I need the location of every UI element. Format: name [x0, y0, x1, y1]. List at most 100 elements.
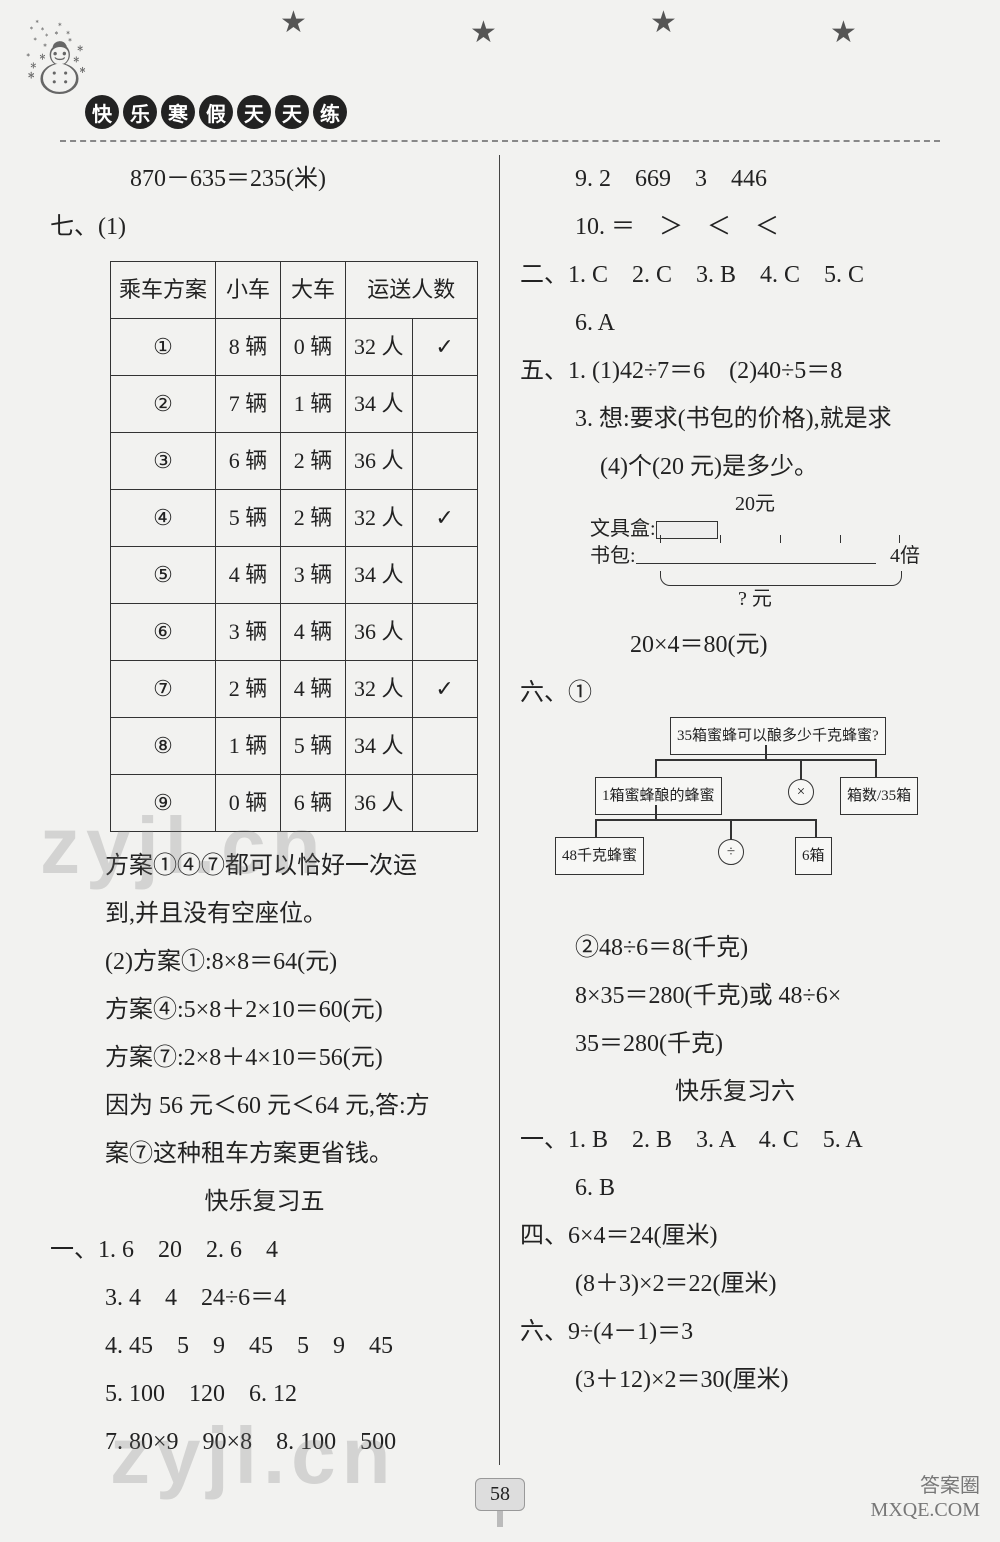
star-icon: ★	[830, 15, 857, 50]
flow-line	[765, 745, 767, 759]
answer-line: 4. 45 5 9 45 5 9 45	[50, 1322, 479, 1370]
page-number-badge: 58	[0, 1478, 1000, 1532]
answer-line: 7. 80×9 90×8 8. 100 500	[50, 1418, 479, 1466]
table-row: ⑨0 辆6 辆36 人	[111, 775, 478, 832]
flow-node: 48千克蜂蜜	[555, 837, 644, 875]
check-icon	[412, 775, 477, 832]
divider	[60, 140, 940, 142]
answer-line: 10. ＝ ＞ ＜ ＜	[520, 203, 950, 251]
cell: 5 辆	[216, 490, 281, 547]
title-char: 乐	[123, 95, 157, 129]
body-text: 到,并且没有空座位。	[50, 890, 479, 938]
snowman-icon: ☃	[20, 20, 92, 114]
cell: ⑥	[111, 604, 216, 661]
diagram-label: 4倍	[890, 543, 920, 569]
cell: 32 人	[346, 661, 413, 718]
cell: 4 辆	[281, 604, 346, 661]
page-header: ★ ★ ★ ★ ☃ 快 乐 寒 假 天 天 练	[0, 0, 1000, 140]
flow-line	[655, 759, 877, 761]
flow-node: 箱数/35箱	[840, 777, 918, 815]
cell: 0 辆	[216, 775, 281, 832]
check-icon: ✓	[412, 490, 477, 547]
answer-line: 一、1. 6 20 2. 6 4	[50, 1226, 479, 1274]
flow-line	[875, 759, 877, 777]
cell: 36 人	[346, 775, 413, 832]
table-header: 运送人数	[346, 262, 478, 319]
diagram-label: 20元	[590, 491, 920, 517]
brace-icon	[660, 571, 902, 586]
star-icon: ★	[470, 15, 497, 50]
flow-line	[595, 819, 817, 821]
line-icon	[636, 563, 876, 564]
diagram-text: 文具盒:	[590, 518, 656, 540]
flow-diagram: 35箱蜜蜂可以酿多少千克蜂蜜? 1箱蜜蜂酿的蜂蜜 × 箱数/35箱 48千克蜂蜜…	[540, 717, 940, 907]
section-heading: 快乐复习六	[520, 1068, 950, 1116]
body-text: (2)方案①:8×8＝64(元)	[50, 938, 479, 986]
star-icon: ★	[280, 5, 307, 40]
bar-diagram: 20元 文具盒: 书包: 4倍 ? 元	[590, 491, 920, 621]
title-char: 快	[85, 95, 119, 129]
cell: 8 辆	[216, 319, 281, 376]
cell: 2 辆	[281, 490, 346, 547]
flow-node: 35箱蜜蜂可以酿多少千克蜂蜜?	[670, 717, 886, 755]
cell: 7 辆	[216, 376, 281, 433]
cell: ②	[111, 376, 216, 433]
check-icon	[412, 604, 477, 661]
check-icon	[412, 547, 477, 604]
answer-line: 6. A	[520, 299, 950, 347]
cell: 32 人	[346, 490, 413, 547]
answer-line: 3. 想:要求(书包的价格),就是求	[520, 395, 950, 443]
cell: 32 人	[346, 319, 413, 376]
check-icon: ✓	[412, 661, 477, 718]
diagram-text: 书包:	[590, 545, 636, 567]
cell: 4 辆	[216, 547, 281, 604]
answer-line: (3＋12)×2＝30(厘米)	[520, 1356, 950, 1404]
table-row: ⑧1 辆5 辆34 人	[111, 718, 478, 775]
answer-line: ②48÷6＝8(千克)	[520, 924, 950, 972]
flow-line	[655, 759, 657, 777]
cell: ⑧	[111, 718, 216, 775]
footer-brand: 答案圈 MXQE.COM	[871, 1474, 980, 1522]
cell: 5 辆	[281, 718, 346, 775]
cell: 36 人	[346, 604, 413, 661]
section-label: 七、(1)	[50, 203, 479, 251]
cell: 6 辆	[281, 775, 346, 832]
answer-line: 五、1. (1)42÷7＝6 (2)40÷5＝8	[520, 347, 950, 395]
table-row: ③6 辆2 辆36 人	[111, 433, 478, 490]
body-text: 方案④:5×8＋2×10＝60(元)	[50, 986, 479, 1034]
table-row: ④5 辆2 辆32 人✓	[111, 490, 478, 547]
page-title: 快 乐 寒 假 天 天 练	[85, 95, 347, 129]
brand-url: MXQE.COM	[871, 1498, 980, 1522]
cell: ③	[111, 433, 216, 490]
left-column: 870－635＝235(米) 七、(1) 乘车方案 小车 大车 运送人数 ①8 …	[50, 155, 500, 1465]
table-header: 大车	[281, 262, 346, 319]
flow-node: 1箱蜜蜂酿的蜂蜜	[595, 777, 722, 815]
answer-line: 35＝280(千克)	[520, 1020, 950, 1068]
body-text: 因为 56 元＜60 元＜64 元,答:方	[50, 1082, 479, 1130]
cell: 1 辆	[216, 718, 281, 775]
answer-line: 8×35＝280(千克)或 48÷6×	[520, 972, 950, 1020]
flow-node: 6箱	[795, 837, 832, 875]
cell: ⑦	[111, 661, 216, 718]
check-icon	[412, 433, 477, 490]
star-icon: ★	[650, 5, 677, 40]
answer-line: 6. B	[520, 1164, 950, 1212]
table-row: ⑥3 辆4 辆36 人	[111, 604, 478, 661]
answer-line: 四、6×4＝24(厘米)	[520, 1212, 950, 1260]
title-char: 练	[313, 95, 347, 129]
check-icon: ✓	[412, 319, 477, 376]
page-number: 58	[475, 1478, 525, 1511]
answer-line: 六、9÷(4－1)＝3	[520, 1308, 950, 1356]
cell: 4 辆	[281, 661, 346, 718]
section-label: 六、①	[520, 669, 592, 717]
cell: ⑤	[111, 547, 216, 604]
brand-name: 答案圈	[871, 1474, 980, 1498]
check-icon	[412, 718, 477, 775]
cell: 6 辆	[216, 433, 281, 490]
title-char: 天	[275, 95, 309, 129]
flow-op: ÷	[718, 839, 744, 865]
check-icon	[412, 376, 477, 433]
answer-line: (8＋3)×2＝22(厘米)	[520, 1260, 950, 1308]
equation: 870－635＝235(米)	[50, 155, 479, 203]
title-char: 天	[237, 95, 271, 129]
